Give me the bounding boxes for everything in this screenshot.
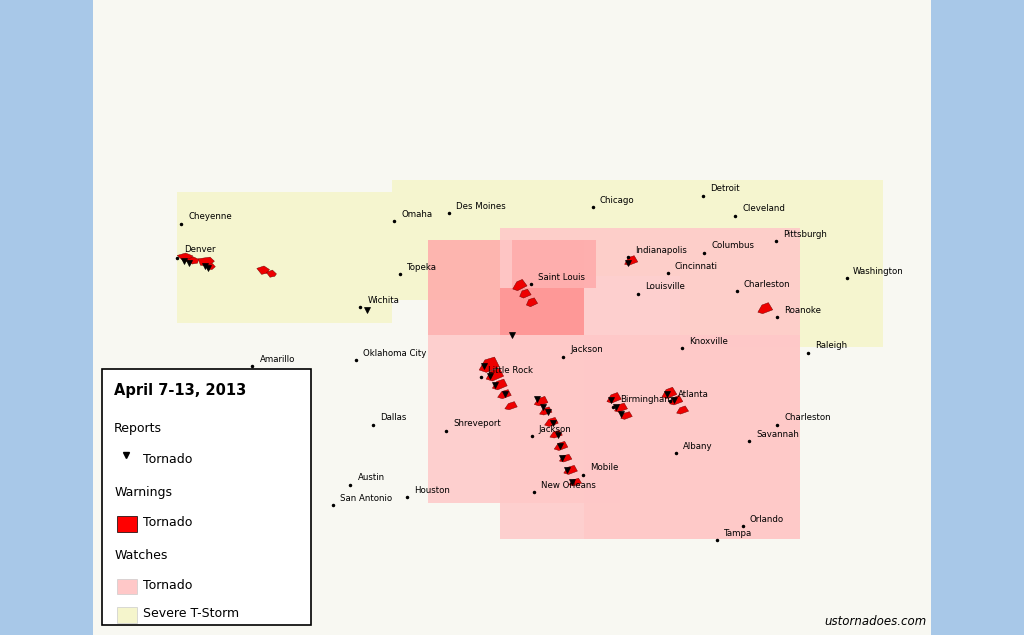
Text: Cincinnati: Cincinnati	[675, 262, 718, 271]
Polygon shape	[584, 335, 800, 539]
Polygon shape	[526, 298, 538, 307]
Text: Mobile: Mobile	[591, 464, 618, 472]
Text: New Orleans: New Orleans	[542, 481, 596, 490]
Text: Dallas: Dallas	[380, 413, 407, 422]
Polygon shape	[176, 192, 392, 323]
Polygon shape	[486, 368, 504, 381]
Polygon shape	[670, 396, 683, 405]
Text: Amarillo: Amarillo	[260, 355, 295, 364]
Text: Jackson: Jackson	[570, 345, 603, 354]
Polygon shape	[540, 407, 552, 415]
Polygon shape	[500, 227, 800, 335]
Polygon shape	[535, 396, 548, 406]
Text: Tampa: Tampa	[724, 529, 752, 538]
Text: Columbus: Columbus	[711, 241, 754, 250]
Text: Warnings: Warnings	[115, 486, 172, 500]
Text: Tornado: Tornado	[143, 516, 193, 530]
Polygon shape	[428, 335, 620, 503]
FancyBboxPatch shape	[117, 516, 137, 532]
Polygon shape	[559, 454, 572, 462]
Polygon shape	[554, 441, 568, 450]
Polygon shape	[257, 266, 269, 274]
Text: Roanoke: Roanoke	[784, 305, 821, 314]
Text: Jackson: Jackson	[539, 425, 571, 434]
FancyBboxPatch shape	[117, 578, 137, 594]
Polygon shape	[545, 417, 558, 427]
Text: Tornado: Tornado	[143, 453, 193, 466]
Text: Omaha: Omaha	[401, 210, 432, 219]
Text: Severe T-Storm: Severe T-Storm	[143, 608, 240, 620]
Polygon shape	[572, 180, 680, 276]
Polygon shape	[607, 392, 622, 403]
Text: Saint Louis: Saint Louis	[539, 273, 586, 282]
Polygon shape	[564, 465, 578, 474]
Text: Savannah: Savannah	[757, 430, 800, 439]
Polygon shape	[680, 180, 884, 347]
Polygon shape	[662, 387, 677, 399]
Text: ustornadoes.com: ustornadoes.com	[824, 615, 927, 628]
FancyBboxPatch shape	[92, 0, 932, 635]
Polygon shape	[428, 239, 584, 335]
Polygon shape	[512, 239, 596, 288]
Polygon shape	[677, 406, 688, 414]
Polygon shape	[392, 180, 572, 300]
Polygon shape	[505, 401, 517, 410]
Polygon shape	[177, 253, 193, 262]
Text: Des Moines: Des Moines	[457, 202, 506, 211]
Polygon shape	[500, 335, 800, 539]
Text: Denver: Denver	[184, 245, 215, 254]
Polygon shape	[498, 390, 511, 399]
Polygon shape	[569, 478, 582, 486]
FancyBboxPatch shape	[102, 369, 310, 625]
Text: Wichita: Wichita	[368, 295, 399, 305]
Polygon shape	[614, 403, 628, 412]
Polygon shape	[493, 379, 507, 390]
Text: April 7-13, 2013: April 7-13, 2013	[115, 384, 247, 398]
Polygon shape	[198, 257, 214, 266]
Polygon shape	[758, 303, 773, 314]
Text: San Antonio: San Antonio	[340, 494, 392, 503]
Text: Knoxville: Knoxville	[689, 337, 728, 346]
Text: Austin: Austin	[357, 473, 385, 483]
Text: Shreveport: Shreveport	[454, 420, 501, 429]
Text: Washington: Washington	[853, 267, 903, 276]
Polygon shape	[187, 257, 199, 264]
Polygon shape	[207, 264, 215, 270]
Text: Chicago: Chicago	[600, 196, 635, 205]
Polygon shape	[500, 288, 584, 335]
Text: Oklahoma City: Oklahoma City	[362, 349, 426, 358]
FancyBboxPatch shape	[117, 608, 137, 623]
Text: Charleston: Charleston	[784, 413, 831, 422]
Polygon shape	[621, 411, 632, 419]
Polygon shape	[479, 357, 500, 372]
Text: Atlanta: Atlanta	[678, 390, 709, 399]
Polygon shape	[513, 279, 527, 291]
Text: Cleveland: Cleveland	[742, 204, 785, 213]
Text: Cheyenne: Cheyenne	[188, 211, 231, 221]
Text: Raleigh: Raleigh	[815, 342, 848, 351]
Text: Reports: Reports	[115, 422, 162, 435]
Text: Detroit: Detroit	[710, 184, 739, 194]
Polygon shape	[519, 289, 531, 298]
Text: Houston: Houston	[415, 486, 451, 495]
Text: Indianapolis: Indianapolis	[635, 246, 687, 255]
Text: Topeka: Topeka	[407, 263, 437, 272]
Text: Tornado: Tornado	[143, 578, 193, 592]
Text: Charleston: Charleston	[743, 280, 791, 289]
Text: Watches: Watches	[115, 549, 168, 562]
Polygon shape	[550, 431, 562, 438]
Text: Birmingham: Birmingham	[620, 396, 673, 404]
Text: Albany: Albany	[683, 442, 713, 451]
Text: Orlando: Orlando	[750, 515, 783, 524]
Polygon shape	[625, 256, 638, 265]
Text: Little Rock: Little Rock	[488, 366, 534, 375]
Text: Louisville: Louisville	[645, 282, 685, 291]
Text: Pittsburgh: Pittsburgh	[783, 230, 827, 239]
Polygon shape	[266, 270, 276, 277]
